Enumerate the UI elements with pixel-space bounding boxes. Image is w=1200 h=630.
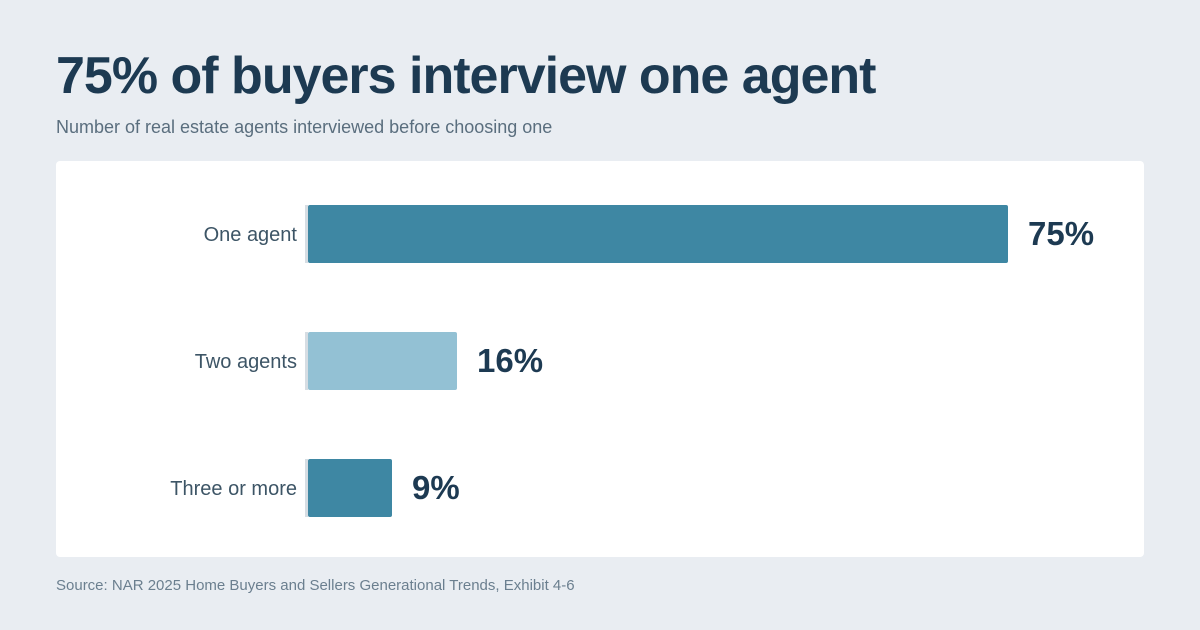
bar-baseline-2: [305, 459, 308, 517]
category-label: Two agents: [195, 351, 297, 373]
value-label: 75%: [1028, 215, 1094, 252]
category-label: Three or more: [170, 478, 297, 500]
bar-three-or-more: [308, 459, 392, 517]
bar-chart: One agent 75% Two agents 16% Three or more 9%: [170, 205, 1094, 517]
chart-subtitle: Number of real estate agents interviewed…: [56, 117, 553, 137]
source-note: Source: NAR 2025 Home Buyers and Sellers…: [56, 577, 575, 594]
bar-two-agents: [308, 332, 457, 390]
bar-baseline-0: [305, 205, 308, 263]
bar-one-agent: [308, 205, 1008, 263]
value-label: 16%: [477, 342, 543, 379]
category-label: One agent: [204, 224, 298, 246]
chart-card: One agent 75% Two agents 16% Three or more 9%: [56, 161, 1144, 557]
value-label: 9%: [412, 469, 460, 506]
chart-title: 75% of buyers interview one agent: [56, 47, 876, 105]
bar-baseline-1: [305, 332, 308, 390]
